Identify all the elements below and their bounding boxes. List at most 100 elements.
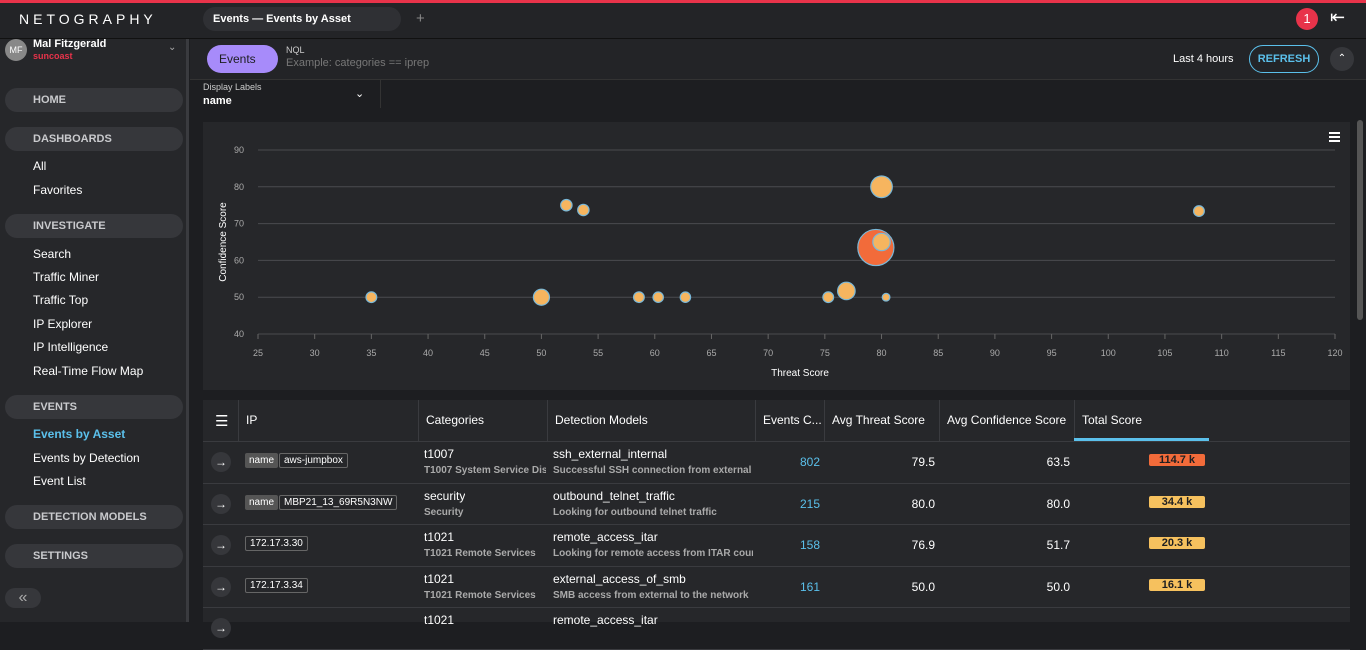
model[interactable]: external_access_of_smb <box>553 571 686 586</box>
x-tick-label: 75 <box>820 348 830 358</box>
nav-item[interactable]: Traffic Top <box>33 293 89 307</box>
ip-tag: name <box>245 494 279 510</box>
category[interactable]: t1021 <box>424 530 455 544</box>
nav-item[interactable]: IP Intelligence <box>33 340 109 354</box>
category-desc: T1021 Remote Services <box>424 548 536 559</box>
column-header[interactable]: IP <box>238 400 418 441</box>
nav-item[interactable]: Real-Time Flow Map <box>33 364 144 378</box>
accent-bar <box>0 0 1366 3</box>
nav-dashboards[interactable]: DASHBOARDS <box>5 127 183 151</box>
events-count[interactable]: 215 <box>799 496 820 511</box>
expand-row[interactable]: → <box>211 618 231 638</box>
column-header[interactable]: Total Score <box>1074 400 1209 441</box>
table: ☰ IP Categories Detection Models Events C...… <box>203 400 1350 650</box>
column-header[interactable]: Detection Models <box>547 400 755 441</box>
expand-row[interactable]: → <box>211 576 231 597</box>
model-desc: SMB access from external to the network <box>553 589 749 601</box>
avg-confidence: 50.0 <box>1046 579 1070 594</box>
display-labels-value[interactable]: name <box>203 95 232 107</box>
query-input[interactable]: Example: categories == iprep <box>286 57 430 69</box>
avg-confidence: 80.0 <box>1046 496 1070 511</box>
model-desc: Successful SSH connection from external <box>553 465 752 476</box>
chart: Threat Score Confidence Score 40 50 60 70 80… <box>203 122 1350 390</box>
ip[interactable]: aws-jumpbox <box>279 453 348 468</box>
nav-item[interactable]: All <box>33 159 47 173</box>
bubble <box>837 281 856 301</box>
query-bar <box>190 39 1366 80</box>
nav-item[interactable]: Event List <box>33 474 86 488</box>
x-tick-label: 30 <box>310 348 320 358</box>
category-desc: T1021 Remote Services <box>424 589 536 601</box>
column-header[interactable]: Avg Threat Score <box>824 400 939 441</box>
nav-item[interactable]: Traffic Miner <box>33 270 100 284</box>
bubble <box>679 291 692 303</box>
model[interactable]: ssh_external_internal <box>553 447 668 461</box>
bubble <box>365 291 378 304</box>
model[interactable]: remote_access_itar <box>553 613 658 627</box>
expand-row[interactable]: → <box>211 535 231 555</box>
user-menu[interactable]: ⌄ <box>168 42 177 53</box>
nav-detection-models[interactable]: DETECTION MODELS <box>5 505 183 529</box>
brand: NETOGRAPHY <box>19 11 157 27</box>
category-desc: T1007 System Service Disco <box>424 465 546 476</box>
logout[interactable]: ⇤ <box>1330 7 1346 27</box>
expand-row[interactable]: → <box>211 493 231 514</box>
ip[interactable]: 172.17.3.34 <box>245 577 308 593</box>
ip[interactable]: MBP21_13_69R5N3NW <box>279 494 398 510</box>
add-tab[interactable]: + <box>416 10 425 27</box>
bubble <box>632 291 645 304</box>
category-desc: Security <box>424 506 464 518</box>
time-range[interactable]: Last 4 hours <box>1173 53 1234 65</box>
column-header[interactable]: Avg Confidence Score <box>939 400 1074 441</box>
nav-item[interactable]: Events by Detection <box>33 451 140 465</box>
events-count[interactable]: 158 <box>799 538 820 552</box>
sidebar-divider <box>186 39 189 622</box>
category[interactable]: t1021 <box>424 571 455 586</box>
total-score: 34.4 k <box>1149 495 1205 508</box>
bubble <box>532 288 551 306</box>
nav-item[interactable]: IP Explorer <box>33 317 93 331</box>
collapse[interactable]: « <box>5 588 41 608</box>
menu-icon[interactable]: ☰ <box>215 413 229 430</box>
mode-button[interactable]: Events <box>207 45 278 73</box>
nav-item-active[interactable]: Events by Asset <box>33 427 126 441</box>
x-tick-label: 100 <box>1101 348 1116 358</box>
nav-events[interactable]: EVENTS <box>5 395 183 419</box>
nav-home[interactable]: HOME <box>5 88 183 112</box>
column-header[interactable]: Events C... <box>755 400 824 441</box>
chart-bg <box>203 122 1350 390</box>
x-tick-label: 110 <box>1214 348 1228 358</box>
category[interactable]: t1007 <box>424 447 455 461</box>
nav-investigate[interactable]: INVESTIGATE <box>5 214 183 238</box>
category[interactable]: t1021 <box>424 613 455 627</box>
events-count[interactable]: 161 <box>799 579 820 594</box>
nav-settings[interactable]: SETTINGS <box>5 544 183 568</box>
total-score: 16.1 k <box>1149 578 1205 591</box>
row-divider <box>203 648 1350 650</box>
nav-item[interactable]: Search <box>33 247 72 261</box>
expand-row[interactable]: → <box>211 452 231 472</box>
divider <box>380 80 381 108</box>
user-name: Mal Fitzgerald <box>33 38 107 50</box>
x-tick-label: 45 <box>480 348 490 358</box>
model-desc: Looking for outbound telnet traffic <box>553 506 717 518</box>
scrollbar[interactable] <box>1357 120 1363 320</box>
model[interactable]: outbound_telnet_traffic <box>553 488 675 503</box>
column-header[interactable]: Categories <box>418 400 547 441</box>
category[interactable]: security <box>424 488 466 503</box>
refresh-button[interactable]: REFRESH <box>1249 45 1319 73</box>
ip[interactable]: 172.17.3.30 <box>245 536 308 551</box>
events-count[interactable]: 802 <box>799 455 820 469</box>
x-tick-label: 60 <box>650 348 660 358</box>
nav-item[interactable]: Favorites <box>33 183 83 197</box>
tab[interactable]: Events — Events by Asset <box>203 7 401 31</box>
dropdown-caret[interactable]: ⌄ <box>355 88 365 100</box>
bubble <box>1193 205 1205 218</box>
alert-badge[interactable]: 1 <box>1296 8 1318 30</box>
x-tick-label: 40 <box>423 348 433 358</box>
y-axis-title: Confidence Score <box>218 202 229 282</box>
chart-menu[interactable] <box>1329 132 1340 142</box>
collapse-query[interactable]: ⌃ <box>1330 47 1354 71</box>
model[interactable]: remote_access_itar <box>553 530 658 544</box>
